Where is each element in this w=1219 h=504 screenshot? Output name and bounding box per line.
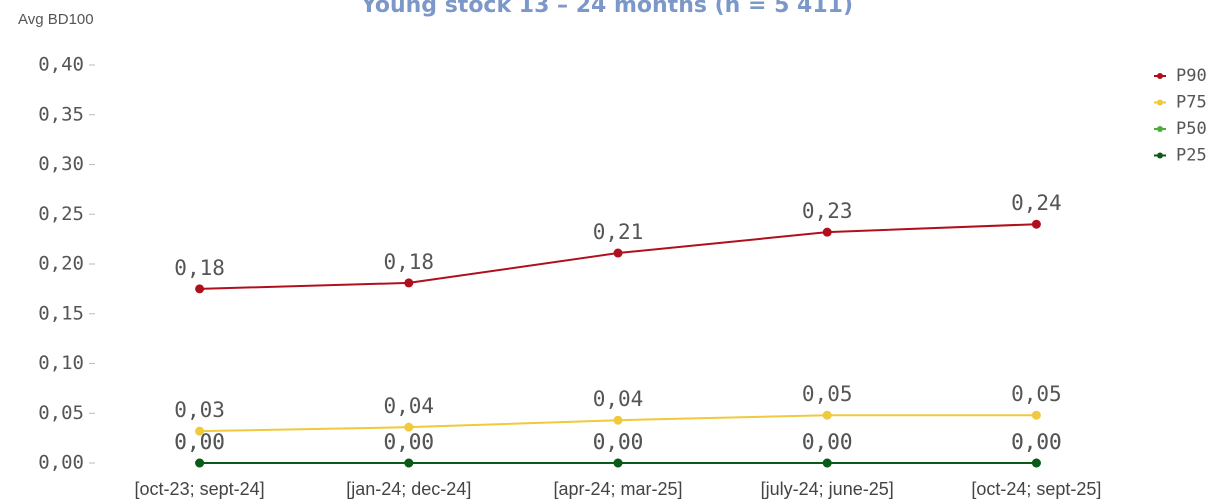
data-label: 0,00	[593, 430, 644, 454]
point	[613, 415, 623, 425]
y-tick-label: 0,20	[38, 253, 84, 275]
point	[1031, 458, 1041, 468]
point	[613, 248, 623, 258]
data-label: 0,00	[802, 430, 853, 454]
point	[613, 458, 623, 468]
legend-marker	[1157, 152, 1163, 159]
point	[822, 227, 832, 237]
x-tick-label: [july-24; june-25]	[761, 479, 894, 499]
legend-label: P90	[1176, 66, 1207, 86]
data-label: 0,18	[384, 250, 435, 274]
legend-label: P50	[1176, 119, 1207, 139]
data-label: 0,24	[1011, 191, 1062, 215]
legend-marker	[1157, 73, 1163, 79]
y-tick-label: 0,30	[38, 153, 84, 175]
data-label: 0,00	[384, 430, 435, 454]
point	[404, 458, 414, 468]
data-label: 0,00	[174, 430, 225, 454]
y-tick-label: 0,25	[38, 203, 84, 225]
data-label: 0,21	[593, 220, 644, 244]
point	[404, 422, 414, 432]
data-label: 0,05	[802, 382, 853, 406]
point	[822, 458, 832, 468]
data-label: 0,23	[802, 199, 853, 223]
point	[195, 426, 205, 436]
x-tick-label: [oct-23; sept-24]	[135, 479, 265, 499]
data-label: 0,00	[802, 430, 853, 454]
data-label: 0,00	[1011, 430, 1062, 454]
y-tick-label: 0,10	[38, 352, 84, 374]
point	[404, 278, 414, 288]
point	[1031, 410, 1041, 420]
point	[1031, 219, 1041, 229]
data-label: 0,03	[174, 398, 225, 422]
y-axis-label: Avg BD100	[18, 11, 94, 28]
data-label: 0,18	[174, 256, 225, 280]
x-tick-label: [jan-24; dec-24]	[346, 479, 471, 499]
legend-label: P25	[1176, 146, 1207, 166]
legend-marker	[1157, 99, 1163, 106]
data-label: 0,00	[174, 430, 225, 454]
x-tick-label: [apr-24; mar-25]	[553, 479, 682, 499]
point	[195, 284, 205, 294]
data-label: 0,00	[593, 430, 644, 454]
data-label: 0,00	[384, 430, 435, 454]
data-label: 0,00	[1011, 430, 1062, 454]
chart-title: Young stock 13 – 24 months (n = 5 411)	[360, 0, 853, 18]
point	[195, 458, 205, 468]
x-tick-label: [oct-24; sept-25]	[971, 479, 1101, 499]
legend-label: P75	[1176, 93, 1207, 113]
y-tick-label: 0,35	[38, 103, 84, 125]
point	[822, 410, 832, 420]
y-tick-label: 0,05	[38, 402, 84, 424]
legend-marker	[1157, 126, 1163, 132]
y-tick-label: 0,00	[38, 452, 84, 474]
y-tick-label: 0,15	[38, 302, 84, 324]
data-label: 0,05	[1011, 382, 1062, 406]
y-tick-label: 0,40	[38, 54, 84, 76]
data-label: 0,04	[384, 394, 435, 418]
data-label: 0,04	[593, 387, 644, 411]
